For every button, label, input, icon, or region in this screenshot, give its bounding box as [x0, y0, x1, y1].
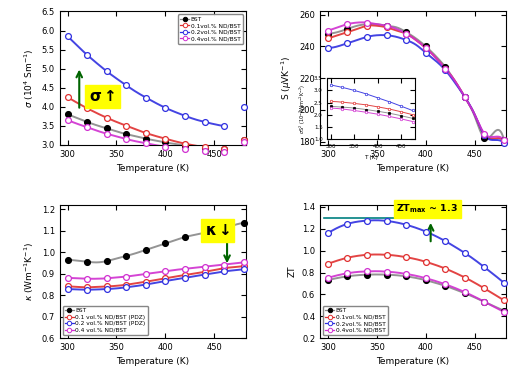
X-axis label: Temperature (K): Temperature (K): [376, 358, 449, 366]
Text: ZT$_{\mathbf{max}}$ ~ 1.3: ZT$_{\mathbf{max}}$ ~ 1.3: [397, 203, 458, 215]
Legend: BST, 0.1vol.% ND/BST, 0.2vol.% ND/BST, 0.4vol.% ND/BST: BST, 0.1vol.% ND/BST, 0.2vol.% ND/BST, 0…: [323, 306, 388, 335]
Y-axis label: ZT: ZT: [288, 265, 296, 277]
X-axis label: Temperature (K): Temperature (K): [116, 164, 189, 173]
Y-axis label: $\sigma$ (10$^4$ Sm$^{-1}$): $\sigma$ (10$^4$ Sm$^{-1}$): [23, 49, 36, 108]
X-axis label: Temperature (K): Temperature (K): [116, 358, 189, 366]
Text: $\bf{\kappa\downarrow}$: $\bf{\kappa\downarrow}$: [204, 223, 230, 238]
Text: $\bf{\sigma\uparrow}$: $\bf{\sigma\uparrow}$: [89, 89, 116, 104]
Y-axis label: S ($\mu$VK$^{-1}$): S ($\mu$VK$^{-1}$): [279, 56, 294, 100]
Y-axis label: $\kappa$ (Wm$^{-1}$K$^{-1}$): $\kappa$ (Wm$^{-1}$K$^{-1}$): [23, 242, 36, 301]
Legend: BST, 0.1vol.% ND/BST, 0.2vol.% ND/BST, 0.4vol.% ND/BST: BST, 0.1vol.% ND/BST, 0.2vol.% ND/BST, 0…: [178, 15, 243, 44]
X-axis label: Temperature (K): Temperature (K): [376, 164, 449, 173]
Legend: BST, 0.1 vol.% ND/BST (PDZ), 0.2 vol.% ND/BST (PDZ), 0.4 vol.% ND/BST: BST, 0.1 vol.% ND/BST (PDZ), 0.2 vol.% N…: [63, 306, 148, 335]
